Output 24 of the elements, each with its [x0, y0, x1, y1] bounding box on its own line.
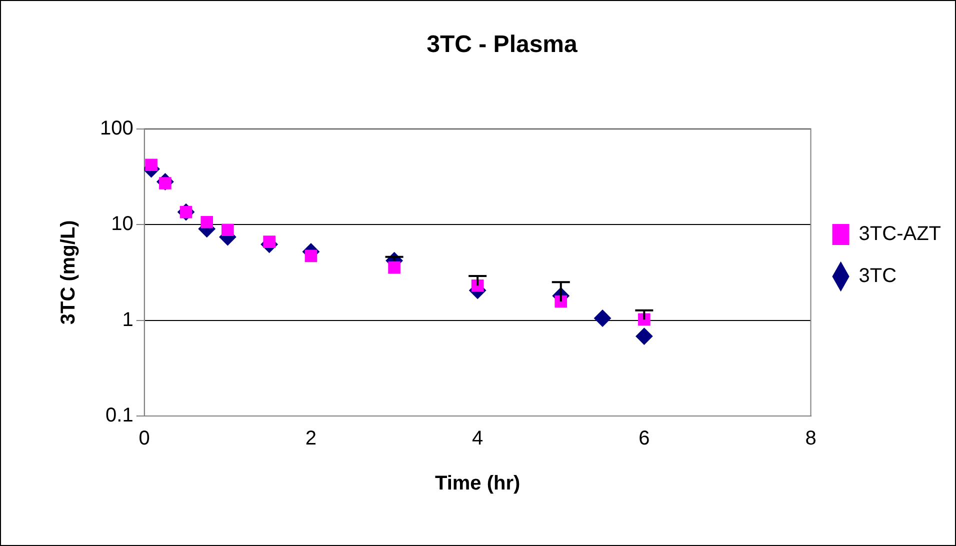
y-tick-label: 0.1 [106, 404, 134, 427]
point [471, 279, 484, 292]
point [222, 224, 234, 236]
chart-title: 3TC - Plasma [426, 31, 578, 58]
y-tick-label: 100 [100, 117, 134, 140]
x-tick-label: 8 [805, 428, 816, 450]
x-axis-title: Time (hr) [434, 472, 520, 495]
legend-label: 3TC-AZT [858, 223, 941, 246]
point [200, 216, 214, 228]
y-tick-label: 1 [122, 308, 134, 331]
point [638, 313, 650, 326]
point [554, 295, 568, 308]
y-tick-label: 10 [111, 213, 134, 236]
x-tick-label: 0 [138, 428, 150, 450]
x-tick-label: 6 [638, 428, 650, 450]
point [594, 310, 612, 327]
point [388, 261, 400, 274]
x-tick-label: 2 [305, 428, 317, 450]
point [636, 328, 653, 345]
y-axis-title: 3TC (mg/L) [58, 220, 80, 325]
point [304, 250, 318, 262]
legend-label: 3TC [858, 265, 897, 288]
point [145, 158, 158, 172]
x-tick-label: 4 [472, 428, 484, 450]
